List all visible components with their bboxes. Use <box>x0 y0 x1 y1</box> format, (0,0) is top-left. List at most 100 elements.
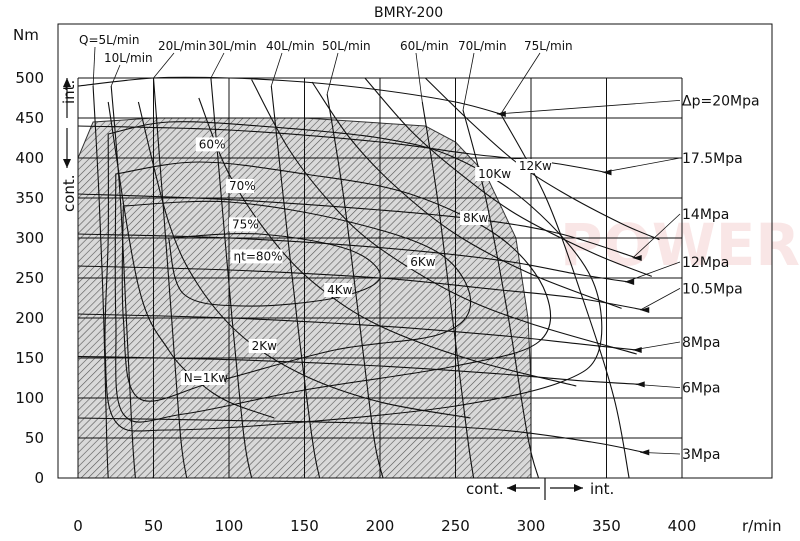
power-label-bg-2 <box>324 283 353 297</box>
power-label-2: 4Kw <box>327 283 353 297</box>
x-axis-label: r/min <box>742 517 782 535</box>
flow-leader-3 <box>210 52 225 79</box>
cont-label-vertical: cont. <box>60 174 78 212</box>
pressure-label-1: 17.5Mpa <box>682 151 743 167</box>
efficiency-label-1: 70% <box>229 179 256 193</box>
y-tick-450: 450 <box>15 109 44 127</box>
y-tick-0: 0 <box>34 469 44 487</box>
pressure-leader-3 <box>625 261 681 283</box>
y-tick-250: 250 <box>15 269 44 287</box>
power-label-bg-3 <box>407 255 436 269</box>
flow-leader-8 <box>500 52 541 115</box>
y-tick-300: 300 <box>15 229 44 247</box>
pressure-arrow-0 <box>496 111 506 117</box>
flow-leader-7 <box>462 52 475 111</box>
y-axis-label: Nm <box>13 26 39 44</box>
flow-curve-3 <box>210 77 253 478</box>
flow-label-4: 40L/min <box>266 39 315 53</box>
pressure-leader-1 <box>602 157 681 173</box>
power-label-5: 10Kw <box>478 167 511 181</box>
power-curve-6 <box>424 77 660 241</box>
pressure-curve-2 <box>78 193 637 259</box>
flow-label-2: 20L/min <box>158 39 207 53</box>
efficiency-label-bg-1 <box>226 179 254 193</box>
efficiency-label-bg-3 <box>230 249 283 264</box>
power-label-bg-5 <box>475 167 512 181</box>
flow-label-6: 60L/min <box>400 39 449 53</box>
pressure-curve-6 <box>78 355 640 385</box>
power-curve-3 <box>251 79 637 355</box>
x-tick-250: 250 <box>441 517 470 535</box>
power-label-6: 12Kw <box>519 159 552 173</box>
pressure-arrow-3 <box>625 279 635 285</box>
pressure-arrow-1 <box>602 169 612 176</box>
power-curve-1 <box>137 101 471 419</box>
pressure-arrow-4 <box>640 307 650 313</box>
pressure-label-7: 3Mpa <box>682 447 720 463</box>
flow-curve-5 <box>326 93 384 478</box>
int-label-horizontal: int. <box>590 480 614 498</box>
pressure-curve-5 <box>78 313 637 351</box>
flow-label-7: 70L/min <box>458 39 507 53</box>
flow-label-3: 30L/min <box>208 39 257 53</box>
flow-leader-0 <box>92 46 96 87</box>
pressure-curve-7 <box>78 417 645 453</box>
flow-leader-2 <box>153 52 175 79</box>
flow-curve-4 <box>270 85 321 478</box>
flow-label-0: Q=5L/min <box>79 33 140 47</box>
pressure-arrow-5 <box>632 347 642 353</box>
pressure-leader-2 <box>632 213 681 259</box>
watermark-text: POWER <box>560 211 800 279</box>
pressure-curve-4 <box>78 265 645 311</box>
efficiency-contour-0 <box>104 121 603 432</box>
power-label-bg-0 <box>180 371 225 385</box>
x-tick-200: 200 <box>366 517 395 535</box>
y-ticks: 0 50 100 150 200 250 300 350 400 450 500 <box>15 69 44 487</box>
pressure-label-2: 14Mpa <box>682 207 729 223</box>
x-tick-50: 50 <box>144 517 163 535</box>
pressure-arrow-7 <box>640 449 650 456</box>
pressure-leader-0 <box>496 100 681 115</box>
flow-curve-2 <box>152 77 188 478</box>
power-label-bg-1 <box>248 339 277 353</box>
pressure-label-4: 10.5Mpa <box>682 281 743 297</box>
efficiency-label-bg-2 <box>229 217 258 232</box>
pressure-label-0: Δp=20Mpa <box>682 93 760 109</box>
y-tick-50: 50 <box>25 429 44 447</box>
flow-leader-5 <box>326 52 339 95</box>
x-tick-150: 150 <box>290 517 319 535</box>
power-label-3: 6Kw <box>410 255 436 269</box>
x-tick-350: 350 <box>592 517 621 535</box>
x-tick-400: 400 <box>668 517 697 535</box>
x-ticks: 0 50 100 150 200 250 300 350 400 <box>73 517 696 535</box>
y-tick-500: 500 <box>15 69 44 87</box>
horizontal-region-markers: cont. int. <box>466 478 614 500</box>
x-tick-0: 0 <box>73 517 83 535</box>
y-tick-400: 400 <box>15 149 44 167</box>
efficiency-contour-1 <box>114 161 551 423</box>
pressure-label-6: 6Mpa <box>682 381 720 397</box>
pressure-arrow-6 <box>635 381 645 388</box>
pressure-label-3: 12Mpa <box>682 255 729 271</box>
chart-title: BMRY-200 <box>374 5 443 21</box>
power-curve-5 <box>364 77 653 277</box>
flow-curve-6 <box>421 101 475 478</box>
pressure-leader-4 <box>640 288 681 311</box>
power-curve-2 <box>198 97 577 387</box>
y-tick-100: 100 <box>15 389 44 407</box>
pressure-curve-0 <box>78 76 501 115</box>
cont-label-horizontal: cont. <box>466 480 504 498</box>
flow-curve-0 <box>92 85 109 478</box>
efficiency-label-2: 75% <box>232 217 259 231</box>
flow-leader-6 <box>415 52 423 103</box>
vertical-region-markers: int. cont. <box>60 78 78 212</box>
flow-curve-1 <box>110 85 136 478</box>
flow-label-1: 10L/min <box>104 51 153 65</box>
y-tick-200: 200 <box>15 309 44 327</box>
efficiency-label-3: ηt=80% <box>234 249 283 263</box>
pressure-label-5: 8Mpa <box>682 335 720 351</box>
flow-leader-1 <box>110 64 121 87</box>
x-tick-100: 100 <box>215 517 244 535</box>
efficiency-contour-2 <box>121 200 472 402</box>
